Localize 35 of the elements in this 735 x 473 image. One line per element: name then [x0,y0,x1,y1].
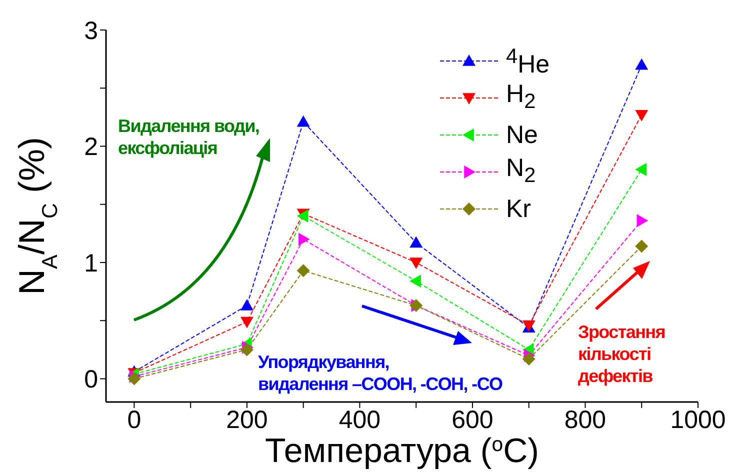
y-tick-label: 3 [84,16,98,45]
y-tick-label: 1 [84,249,98,278]
x-tick-label: 1000 [670,406,726,434]
point [522,352,536,366]
point [240,343,254,356]
y-tick-label: 2 [84,133,98,162]
point [635,58,648,70]
point [298,232,310,246]
x-tick-label: 200 [226,406,268,434]
point [296,115,310,127]
point [635,240,648,253]
annotation: Упорядкування, видалення –COOH, -COH, -CO [258,352,504,394]
point [410,258,423,269]
x-tick-label: 0 [127,406,142,434]
point [296,264,310,278]
point [410,236,423,248]
legend-label: H$_{2}$ [506,80,536,114]
legend-label: N$_{2}$ [506,154,536,188]
x-tick-label: 400 [338,406,381,434]
point [240,299,254,310]
annotation: Видалення води, ексфоліація [118,116,260,158]
x-tick-label: 800 [564,406,606,434]
point [410,274,421,288]
point [635,110,648,122]
legend-label: Ne [506,120,538,148]
annotation: Зростання кількості дефектів [578,322,666,386]
legend-label: $^{4}$He [506,44,550,78]
point [636,214,648,228]
legend-label: Kr [506,194,531,222]
y-tick-label: 0 [84,366,98,394]
point [240,316,254,328]
x-tick-label: 600 [452,406,494,434]
point [128,372,141,386]
x-axis-title: Температура ($^{o}$C) [265,432,539,470]
point [635,163,646,176]
